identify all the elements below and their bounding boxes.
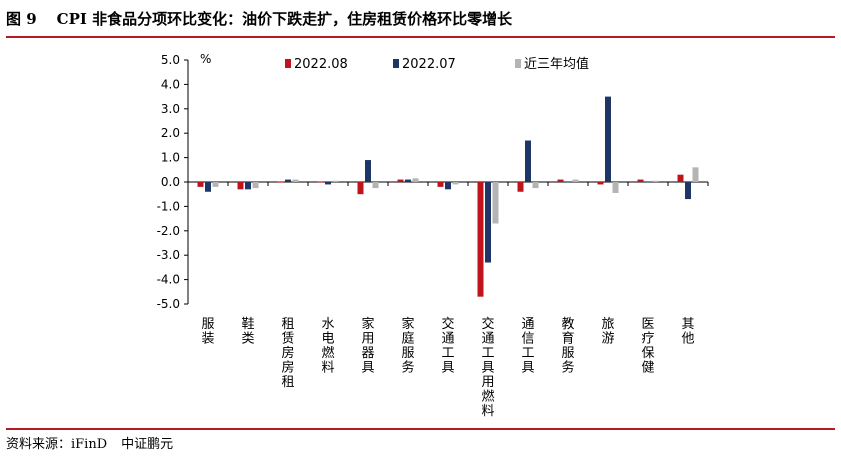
figure-title: 图 9 CPI 非食品分项环比变化：油价下跌走扩，住房租赁价格环比零增长	[6, 8, 512, 29]
bar-近三年均值	[332, 180, 339, 182]
y-tick-label: 0.0	[161, 175, 180, 189]
bar-chart: 5.0 4.0 3.0 2.0 1.0 0.0 -1.0 -2.0 -3.0 -4.0 -5.0% 服…	[157, 52, 709, 419]
bar-2022.07	[325, 182, 331, 185]
brand-text: 中证鹏元	[121, 437, 174, 452]
bar-2022.07	[685, 182, 691, 200]
legend-label: 近三年均值	[524, 56, 589, 72]
bar-2022.07	[405, 179, 411, 182]
bar-2022.08	[237, 182, 244, 190]
figure-title-text: CPI 非食品分项环比变化：油价下跌走扩，住房租赁价格环比零增长	[56, 10, 513, 28]
bar-2022.07	[205, 182, 211, 192]
category-label: 服装	[201, 317, 214, 347]
bar-近三年均值	[532, 182, 539, 189]
bar-近三年均值	[452, 182, 459, 185]
bar-2022.08	[437, 182, 444, 187]
legend-label: 2022.08	[294, 57, 348, 72]
bar-2022.07	[565, 181, 571, 183]
category-label: 交通工具用燃料	[481, 316, 494, 419]
y-tick-label: 3.0	[161, 102, 180, 116]
source-divider	[6, 428, 835, 430]
bar-2022.08	[277, 181, 284, 183]
bar-近三年均值	[612, 182, 619, 193]
bar-近三年均值	[692, 167, 699, 182]
bar-2022.08	[677, 174, 684, 182]
y-tick-label: -2.0	[157, 224, 180, 238]
legend-label: 2022.07	[402, 57, 456, 72]
y-tick-label: -4.0	[157, 273, 180, 287]
legend-swatch-2022.07	[393, 59, 399, 68]
category-label: 租赁房房租	[281, 317, 294, 390]
category-label: 家庭服务	[401, 316, 414, 376]
title-divider	[6, 36, 835, 38]
bar-2022.07	[285, 179, 291, 182]
bar-2022.08	[517, 182, 524, 192]
bar-近三年均值	[492, 182, 499, 224]
bar-2022.08	[397, 179, 404, 182]
category-label: 医疗保健	[641, 317, 654, 376]
legend-swatch-2022.08	[285, 59, 291, 68]
bar-2022.07	[365, 160, 371, 182]
category-label: 交通工具	[441, 316, 454, 376]
source-note: 资料来源：iFinD 中证鹏元	[6, 433, 173, 452]
bar-近三年均值	[292, 179, 299, 182]
category-label: 通信工具	[521, 317, 534, 376]
y-tick-label: 4.0	[161, 77, 180, 91]
bar-2022.08	[197, 182, 204, 187]
category-label: 其他	[681, 317, 694, 347]
y-tick-label: -3.0	[157, 248, 180, 262]
category-label: 水电燃料	[321, 317, 334, 376]
figure-label: 图 9	[6, 10, 37, 28]
bar-近三年均值	[252, 182, 259, 189]
y-tick-label: -5.0	[157, 297, 180, 311]
bar-2022.07	[445, 182, 451, 190]
category-label: 旅游	[601, 317, 614, 347]
category-label: 家用器具	[361, 316, 374, 376]
bar-2022.08	[357, 182, 364, 195]
legend-swatch-近三年均值	[515, 59, 521, 68]
bar-近三年均值	[212, 182, 219, 187]
bar-2022.07	[605, 96, 611, 182]
bar-近三年均值	[652, 180, 659, 182]
category-label: 鞋类	[241, 316, 254, 347]
bar-近三年均值	[412, 178, 419, 182]
y-tick-label: -1.0	[157, 199, 180, 213]
y-tick-label: 2.0	[161, 126, 180, 140]
y-tick-label: 1.0	[161, 151, 180, 165]
category-label: 教育服务	[561, 316, 574, 376]
bar-近三年均值	[372, 182, 379, 189]
bar-近三年均值	[572, 179, 579, 182]
bar-2022.07	[525, 140, 531, 182]
bar-2022.07	[485, 182, 491, 263]
bar-2022.08	[637, 179, 644, 182]
y-unit-label: %	[200, 52, 211, 66]
bar-2022.08	[317, 181, 324, 183]
y-tick-label: 5.0	[161, 53, 180, 67]
bar-2022.08	[477, 182, 484, 297]
bar-2022.07	[245, 182, 251, 190]
bar-2022.08	[597, 182, 604, 185]
bar-2022.07	[645, 181, 651, 183]
bar-2022.08	[557, 179, 564, 182]
source-text: 资料来源：iFinD	[6, 437, 108, 452]
